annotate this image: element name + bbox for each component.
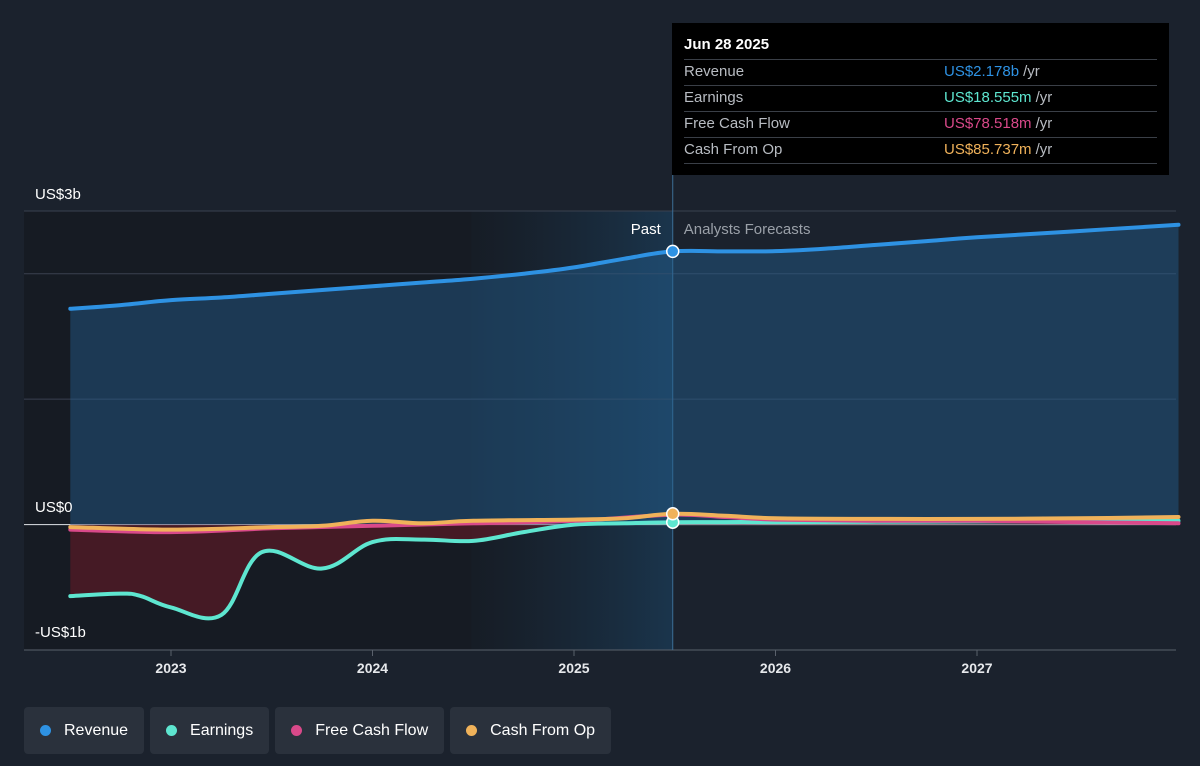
- tooltip-row-unit: /yr: [1035, 89, 1053, 106]
- x-tick-label: 2026: [760, 660, 791, 676]
- tooltip-row-unit: /yr: [1035, 141, 1053, 158]
- tooltip-row-value: US$85.737m: [944, 141, 1032, 158]
- past-label: Past: [631, 221, 662, 238]
- legend-item-earnings[interactable]: Earnings: [150, 707, 270, 754]
- tooltip-row-cash-from-op: Cash From Op US$85.737m /yr: [684, 137, 1157, 164]
- legend-item-cash-from-op[interactable]: Cash From Op: [450, 707, 612, 754]
- revenue-line: [68, 222, 1181, 311]
- legend-item-free-cash-flow[interactable]: Free Cash Flow: [275, 707, 445, 754]
- legend: Revenue Earnings Free Cash Flow Cash Fro…: [24, 707, 612, 754]
- y-axis-label: US$0: [35, 499, 73, 516]
- legend-item-revenue[interactable]: Revenue: [24, 707, 145, 754]
- legend-dot-icon: [291, 725, 303, 736]
- x-tick-label: 2025: [558, 660, 589, 676]
- tooltip-row-earnings: Earnings US$18.555m /yr: [684, 85, 1157, 111]
- legend-label: Free Cash Flow: [315, 721, 429, 739]
- legend-label: Revenue: [64, 721, 129, 739]
- tooltip-row-label: Cash From Op: [684, 141, 783, 158]
- chart-area: US$3b US$0 -US$1b Past Analysts Forecasts 202…: [24, 170, 1181, 676]
- legend-label: Earnings: [190, 721, 254, 739]
- cash-from-op-point: [665, 507, 680, 521]
- tooltip-row-free-cash-flow: Free Cash Flow US$78.518m /yr: [684, 111, 1157, 137]
- x-tick-label: 2027: [961, 660, 992, 676]
- tooltip-row-label: Revenue: [684, 63, 745, 80]
- tooltip-row-unit: /yr: [1023, 63, 1040, 80]
- legend-dot-icon: [40, 725, 51, 736]
- tooltip-row-value: US$18.555m: [944, 89, 1032, 106]
- tooltip-row-label: Free Cash Flow: [684, 115, 790, 132]
- tooltip-panel: Jun 28 2025 Revenue US$2.178b /yr Earnin…: [672, 23, 1169, 175]
- legend-label: Cash From Op: [490, 721, 596, 739]
- tooltip-row-value: US$2.178b: [944, 63, 1020, 80]
- highlight-region: [471, 211, 673, 650]
- x-tick-label: 2023: [155, 660, 186, 676]
- tooltip-row-label: Earnings: [684, 89, 744, 106]
- x-tick-label: 2024: [357, 660, 388, 676]
- y-axis-label: -US$1b: [35, 624, 86, 641]
- y-axis-label: US$3b: [35, 186, 81, 203]
- tooltip-row-unit: /yr: [1035, 115, 1053, 132]
- revenue-area: [70, 224, 1179, 525]
- earnings-area: [70, 520, 1179, 619]
- revenue-point: [665, 244, 680, 259]
- legend-dot-icon: [466, 725, 478, 736]
- tooltip-date: Jun 28 2025: [684, 36, 770, 53]
- forecast-label: Analysts Forecasts: [684, 221, 811, 238]
- tooltip-row-revenue: Revenue US$2.178b /yr: [684, 59, 1157, 85]
- tooltip-row-value: US$78.518m: [944, 115, 1032, 132]
- legend-dot-icon: [166, 725, 178, 736]
- cash-from-op-line: [68, 511, 1181, 532]
